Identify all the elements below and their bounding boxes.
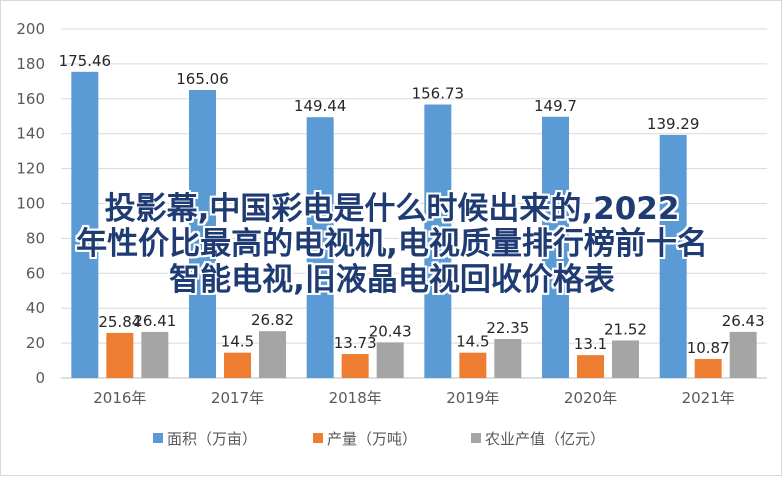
- data-label: 13.73: [334, 334, 377, 352]
- bar-area: [306, 117, 334, 378]
- bar-value: [259, 331, 286, 378]
- data-label: 26.41: [133, 312, 176, 330]
- data-label: 26.43: [722, 312, 765, 330]
- bar-value: [376, 342, 404, 378]
- bar-value: [729, 331, 757, 378]
- legend-swatch: [471, 433, 481, 443]
- y-tick-label: 200: [16, 20, 45, 38]
- y-tick-label: 80: [26, 229, 45, 247]
- x-tick-label: 2019年: [446, 389, 499, 407]
- x-tick-label: 2017年: [211, 389, 264, 407]
- data-label: 14.5: [221, 333, 254, 351]
- y-tick-label: 120: [16, 160, 45, 178]
- bar-area: [189, 89, 216, 378]
- y-tick-label: 180: [16, 55, 45, 73]
- bar-area: [542, 116, 569, 378]
- legend-label: 产量（万吨）: [327, 430, 417, 448]
- data-label: 175.46: [59, 52, 112, 70]
- data-label: 149.7: [534, 97, 577, 115]
- y-tick-label: 60: [26, 264, 45, 282]
- legend-swatch: [153, 433, 163, 443]
- data-label: 22.35: [486, 319, 529, 337]
- bar-area: [659, 134, 687, 378]
- y-tick-label: 160: [16, 90, 45, 108]
- legend-swatch: [313, 433, 323, 443]
- data-label: 10.87: [687, 339, 730, 357]
- x-tick-label: 2020年: [564, 389, 617, 407]
- data-label: 26.82: [251, 311, 294, 329]
- data-label: 165.06: [176, 70, 229, 88]
- y-tick-label: 100: [16, 195, 45, 213]
- data-label: 21.52: [604, 320, 647, 338]
- data-label: 139.29: [647, 115, 700, 133]
- y-tick-label: 40: [26, 299, 45, 317]
- data-label: 156.73: [412, 85, 465, 103]
- y-tick-label: 140: [16, 125, 45, 143]
- data-label: 14.5: [456, 333, 489, 351]
- x-tick-label: 2021年: [682, 389, 735, 407]
- bar-area: [424, 104, 452, 378]
- bar-value: [494, 338, 522, 378]
- data-label: 20.43: [369, 322, 412, 340]
- y-tick-label: 20: [26, 334, 45, 352]
- bar-output: [577, 355, 604, 378]
- legend-label: 农业产值（亿元）: [485, 430, 605, 448]
- bar-area: [71, 71, 99, 378]
- legend-label: 面积（万亩）: [167, 430, 257, 448]
- bar-output: [341, 354, 369, 378]
- x-tick-label: 2016年: [93, 389, 146, 407]
- bar-value: [612, 340, 639, 378]
- bar-output: [224, 352, 251, 378]
- data-label: 25.84: [98, 313, 141, 331]
- bar-output: [106, 332, 134, 378]
- bar-value: [141, 331, 169, 378]
- data-label: 149.44: [294, 97, 347, 115]
- x-tick-label: 2018年: [329, 389, 382, 407]
- y-tick-label: 0: [35, 369, 45, 387]
- bar-output: [694, 359, 722, 378]
- data-label: 13.1: [574, 335, 607, 353]
- bar-output: [459, 352, 487, 378]
